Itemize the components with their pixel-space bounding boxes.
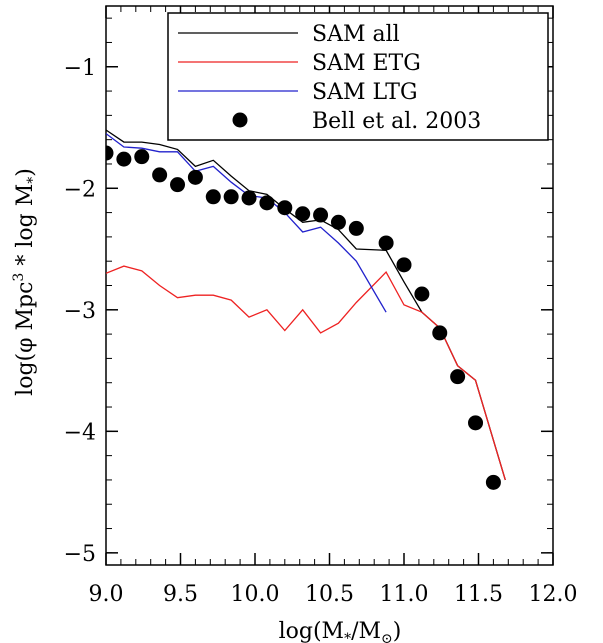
data-point-bell-et-al-2003 <box>396 257 412 273</box>
x-tick-label: 9.0 <box>89 582 124 607</box>
series-line-sam-ltg <box>106 133 387 313</box>
data-point-bell-et-al-2003 <box>378 235 394 251</box>
y-tick-label: −2 <box>64 177 96 202</box>
data-point-bell-et-al-2003 <box>330 214 346 230</box>
data-point-bell-et-al-2003 <box>259 195 275 211</box>
data-point-bell-et-al-2003 <box>152 167 168 183</box>
data-point-bell-et-al-2003 <box>134 149 150 165</box>
y-tick-label: −5 <box>64 542 96 567</box>
x-tick-label: 10.5 <box>305 582 354 607</box>
legend-label-bell-et-al-2003: Bell et al. 2003 <box>312 109 481 134</box>
data-point-bell-et-al-2003 <box>187 169 203 185</box>
y-tick-label: −4 <box>64 420 96 445</box>
data-point-bell-et-al-2003 <box>223 189 239 205</box>
y-tick-label: −3 <box>64 299 96 324</box>
x-tick-label: 9.5 <box>163 582 198 607</box>
x-tick-label: 11.0 <box>380 582 429 607</box>
data-point-bell-et-al-2003 <box>277 200 293 216</box>
data-point-bell-et-al-2003 <box>450 369 466 385</box>
data-point-bell-et-al-2003 <box>348 220 364 236</box>
x-tick-label: 11.5 <box>454 582 503 607</box>
y-tick-label: −1 <box>64 56 96 81</box>
legend-label-sam-all: SAM all <box>312 22 400 47</box>
axis-ticks <box>105 6 554 565</box>
data-point-bell-et-al-2003 <box>205 189 221 205</box>
data-point-bell-et-al-2003 <box>468 415 484 431</box>
data-point-bell-et-al-2003 <box>414 286 430 302</box>
tick-labels: 9.0 9.5 10.0 10.5 11.0 11.5 12.0 −1 −2 −3 −4 −5 <box>64 56 578 607</box>
legend: SAM all SAM ETG SAM LTG Bell et al. 2003 <box>167 12 549 141</box>
legend-label-sam-ltg: SAM LTG <box>312 80 418 105</box>
data-point-bell-et-al-2003 <box>295 206 311 222</box>
data-point-bell-et-al-2003 <box>432 325 448 341</box>
legend-swatch-bell-et-al-2003 <box>232 112 248 128</box>
x-tick-label: 12.0 <box>529 582 578 607</box>
data-point-bell-et-al-2003 <box>313 207 329 223</box>
x-tick-label: 10.0 <box>231 582 280 607</box>
legend-box <box>167 12 549 141</box>
series-line-sam-etg <box>106 265 506 481</box>
x-axis-title: log(M*/M⊙) <box>279 619 402 643</box>
data-point-bell-et-al-2003 <box>170 177 186 193</box>
data-point-bell-et-al-2003 <box>106 145 114 161</box>
legend-label-sam-etg: SAM ETG <box>312 51 421 76</box>
data-point-bell-et-al-2003 <box>485 474 501 490</box>
series-layer <box>106 129 506 490</box>
y-axis-title: log(φ Mpc3 * log M*) <box>11 168 41 396</box>
data-point-bell-et-al-2003 <box>116 151 132 167</box>
data-point-bell-et-al-2003 <box>241 190 257 206</box>
